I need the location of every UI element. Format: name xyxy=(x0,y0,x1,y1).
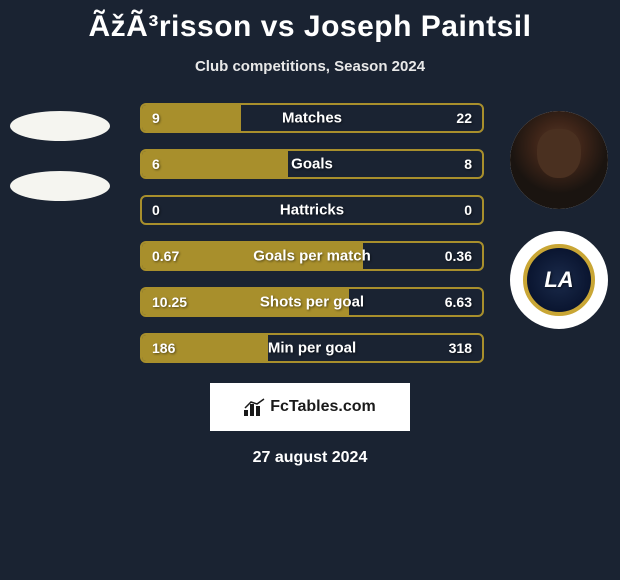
stat-right-value: 8 xyxy=(464,156,472,172)
right-avatars: LA xyxy=(510,111,608,329)
stat-right-value: 0 xyxy=(464,202,472,218)
right-club-avatar: LA xyxy=(510,231,608,329)
stat-right-value: 318 xyxy=(449,340,472,356)
stat-label: Hattricks xyxy=(280,202,344,219)
stat-row: 6 Goals 8 xyxy=(140,149,484,179)
stat-label: Min per goal xyxy=(268,340,356,357)
page-title: ÃžÃ³risson vs Joseph Paintsil xyxy=(0,0,620,44)
stat-label: Goals xyxy=(291,156,333,173)
stat-row: 0 Hattricks 0 xyxy=(140,195,484,225)
club-logo: LA xyxy=(510,231,608,329)
stat-row: 0.67 Goals per match 0.36 xyxy=(140,241,484,271)
stat-label: Shots per goal xyxy=(260,294,364,311)
la-galaxy-badge-icon: LA xyxy=(523,244,595,316)
footer-brand-text: FcTables.com xyxy=(270,398,376,416)
stat-left-value: 0.67 xyxy=(152,248,179,264)
stat-row: 10.25 Shots per goal 6.63 xyxy=(140,287,484,317)
left-avatars xyxy=(10,111,110,201)
stat-label: Matches xyxy=(282,110,342,127)
page-subtitle: Club competitions, Season 2024 xyxy=(0,58,620,75)
stat-right-value: 6.63 xyxy=(445,294,472,310)
player-photo xyxy=(510,111,608,209)
footer-brand-badge: FcTables.com xyxy=(210,383,410,431)
stat-left-value: 6 xyxy=(152,156,160,172)
left-player-avatar-placeholder xyxy=(10,111,110,141)
stat-left-value: 10.25 xyxy=(152,294,187,310)
stat-bar-fill xyxy=(142,151,288,177)
stat-right-value: 0.36 xyxy=(445,248,472,264)
comparison-content: LA 9 Matches 22 6 Goals 8 0 Hattricks 0 0.67 Goals… xyxy=(0,103,620,363)
date-label: 27 august 2024 xyxy=(0,449,620,467)
stat-row: 186 Min per goal 318 xyxy=(140,333,484,363)
left-club-avatar-placeholder xyxy=(10,171,110,201)
stat-bars: 9 Matches 22 6 Goals 8 0 Hattricks 0 0.67 Goals pe… xyxy=(140,103,484,363)
stat-label: Goals per match xyxy=(253,248,371,265)
stat-left-value: 186 xyxy=(152,340,175,356)
stat-left-value: 0 xyxy=(152,202,160,218)
fctables-icon xyxy=(244,398,266,416)
stat-right-value: 22 xyxy=(456,110,472,126)
right-player-avatar xyxy=(510,111,608,209)
stat-left-value: 9 xyxy=(152,110,160,126)
stat-row: 9 Matches 22 xyxy=(140,103,484,133)
